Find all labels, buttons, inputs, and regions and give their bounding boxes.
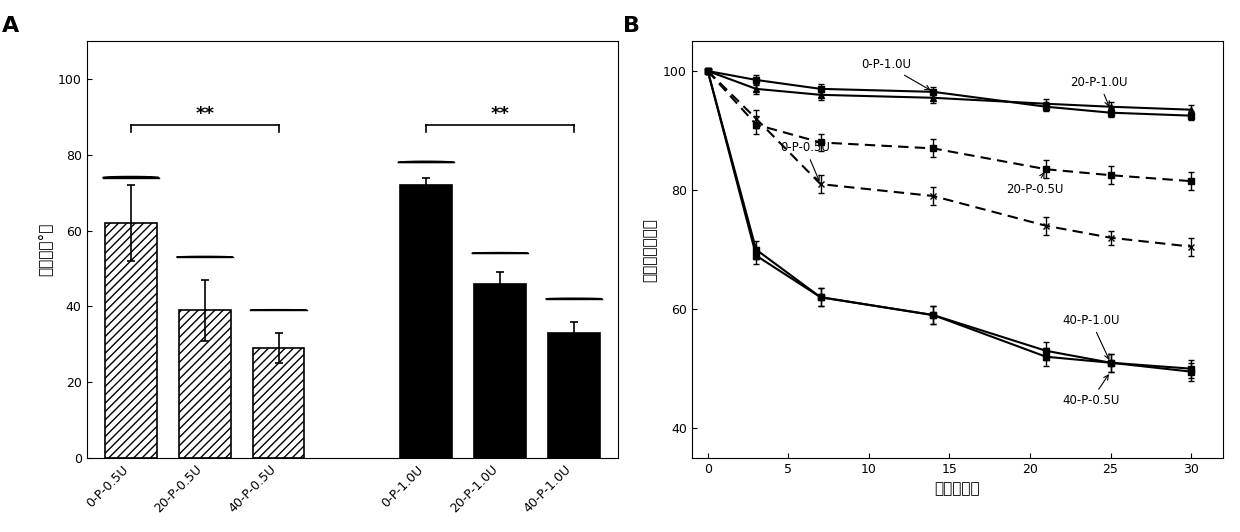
Polygon shape [398,161,454,162]
Polygon shape [103,177,159,178]
X-axis label: 时间（天）: 时间（天） [935,481,981,496]
Bar [401,185,453,458]
Bar [105,223,156,458]
Bar [179,310,231,458]
Bar [474,284,526,458]
Y-axis label: 接触角（°）: 接触角（°） [37,223,52,276]
Bar [253,348,304,458]
Text: 20-P-0.5U: 20-P-0.5U [1006,173,1063,196]
Text: **: ** [491,105,510,123]
Text: B: B [622,16,640,36]
Text: A: A [1,16,19,36]
Polygon shape [546,298,601,299]
Text: 20-P-1.0U: 20-P-1.0U [1070,76,1127,106]
Bar [548,333,600,458]
Text: 40-P-0.5U: 40-P-0.5U [1063,375,1120,408]
Text: 40-P-1.0U: 40-P-1.0U [1063,314,1120,359]
Text: 0-P-0.5U: 0-P-0.5U [780,142,830,180]
Text: 0-P-1.0U: 0-P-1.0U [861,58,930,90]
Text: **: ** [195,105,215,123]
Y-axis label: 保留质量（％）: 保留质量（％） [642,218,657,281]
Polygon shape [176,256,233,257]
